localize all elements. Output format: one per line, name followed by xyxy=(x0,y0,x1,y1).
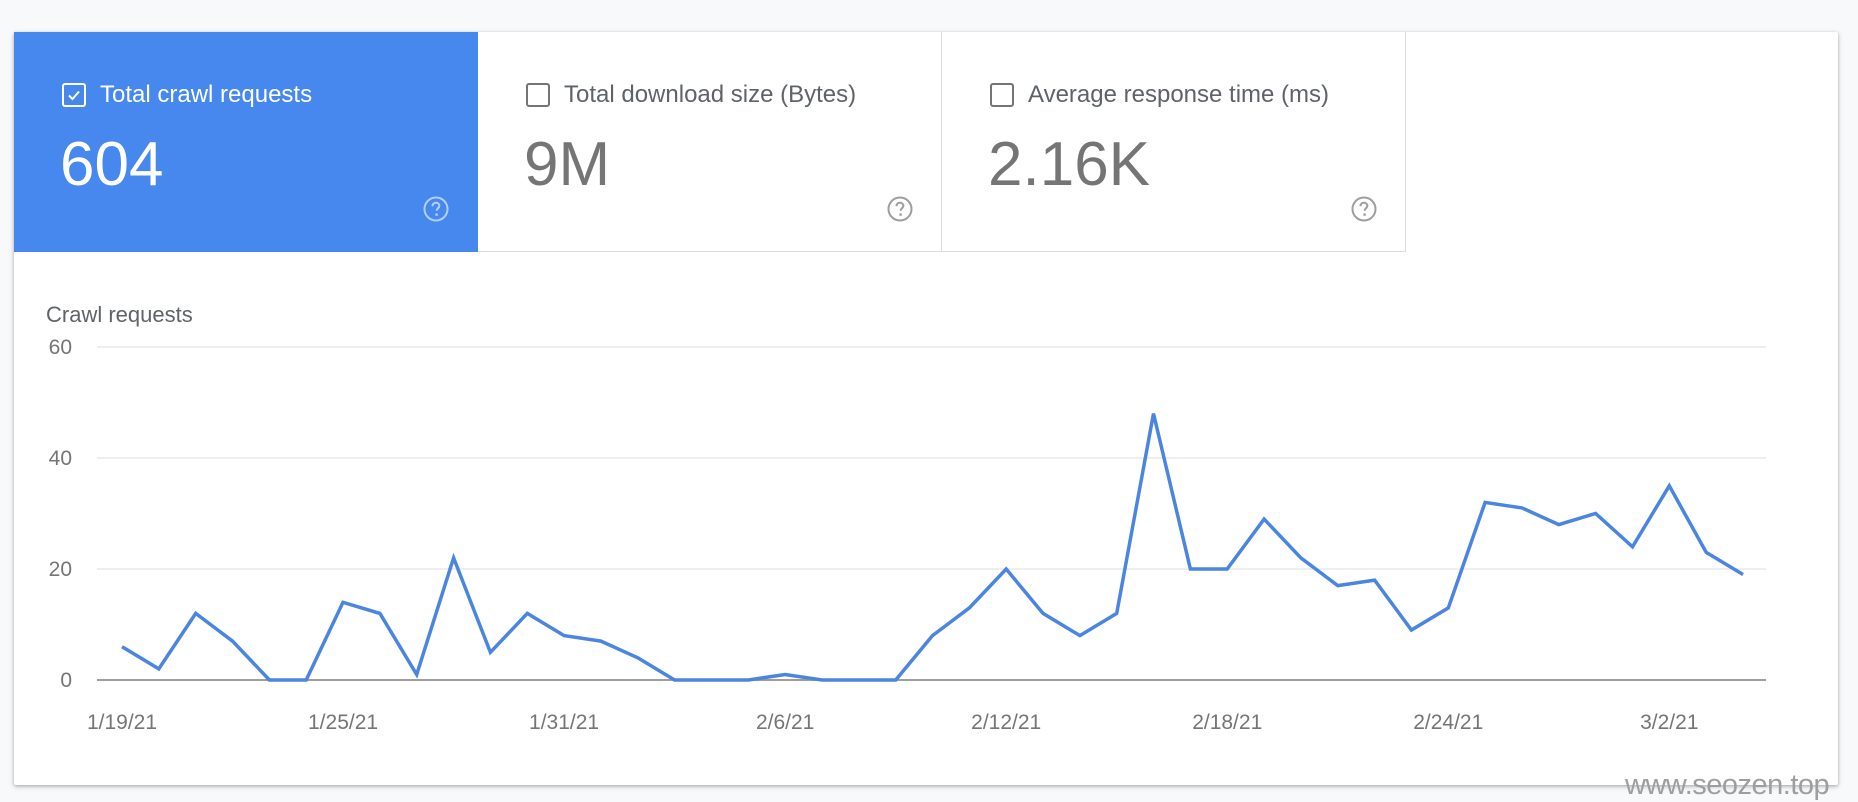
tile-label: Total crawl requests xyxy=(100,81,313,108)
help-circle-icon[interactable] xyxy=(1350,195,1378,223)
tile-average-response-time[interactable]: Average response time (ms) 2.16K xyxy=(942,32,1406,252)
tile-value: 9M xyxy=(524,130,611,199)
x-tick-label: 1/19/21 xyxy=(87,711,157,734)
tile-value: 2.16K xyxy=(988,130,1151,199)
y-tick-label: 20 xyxy=(49,558,72,581)
crawl-stats-card: Total crawl requests 604 Total download … xyxy=(14,32,1838,785)
x-tick-label: 2/6/21 xyxy=(756,711,814,734)
x-tick-label: 3/2/21 xyxy=(1640,711,1698,734)
y-tick-label: 40 xyxy=(49,447,72,470)
x-tick-label: 1/25/21 xyxy=(308,711,378,734)
tile-total-download-size[interactable]: Total download size (Bytes) 9M xyxy=(478,32,942,252)
tile-label: Total download size (Bytes) xyxy=(564,81,857,108)
x-tick-label: 1/31/21 xyxy=(529,711,599,734)
tile-header: Average response time (ms) xyxy=(990,81,1329,109)
chart-gridlines xyxy=(97,346,1766,681)
data-line xyxy=(121,413,1744,682)
y-tick-label: 0 xyxy=(60,669,72,692)
help-circle-icon[interactable] xyxy=(422,195,450,223)
x-tick-label: 2/24/21 xyxy=(1413,711,1483,734)
tile-total-crawl-requests[interactable]: Total crawl requests 604 xyxy=(14,32,478,252)
checkbox-icon[interactable] xyxy=(62,83,86,107)
metric-tiles: Total crawl requests 604 Total download … xyxy=(14,32,1406,252)
tile-header: Total download size (Bytes) xyxy=(526,81,856,109)
checkbox-icon[interactable] xyxy=(526,83,550,107)
tile-header: Total crawl requests xyxy=(62,81,312,109)
y-tick-label: 60 xyxy=(49,336,72,359)
tile-label: Average response time (ms) xyxy=(1028,81,1330,108)
x-tick-label: 2/12/21 xyxy=(971,711,1041,734)
tile-value: 604 xyxy=(60,130,164,199)
x-axis-labels: 1/19/21 1/25/21 1/31/21 2/6/21 2/12/21 2/18/2… xyxy=(87,711,1699,734)
help-circle-icon[interactable] xyxy=(886,195,914,223)
watermark: www.seozen.top xyxy=(1625,769,1830,801)
x-tick-label: 2/18/21 xyxy=(1192,711,1262,734)
y-axis-labels: 0 20 40 60 xyxy=(49,336,72,692)
chart-title: Crawl requests xyxy=(46,302,193,327)
checkbox-icon[interactable] xyxy=(990,83,1014,107)
